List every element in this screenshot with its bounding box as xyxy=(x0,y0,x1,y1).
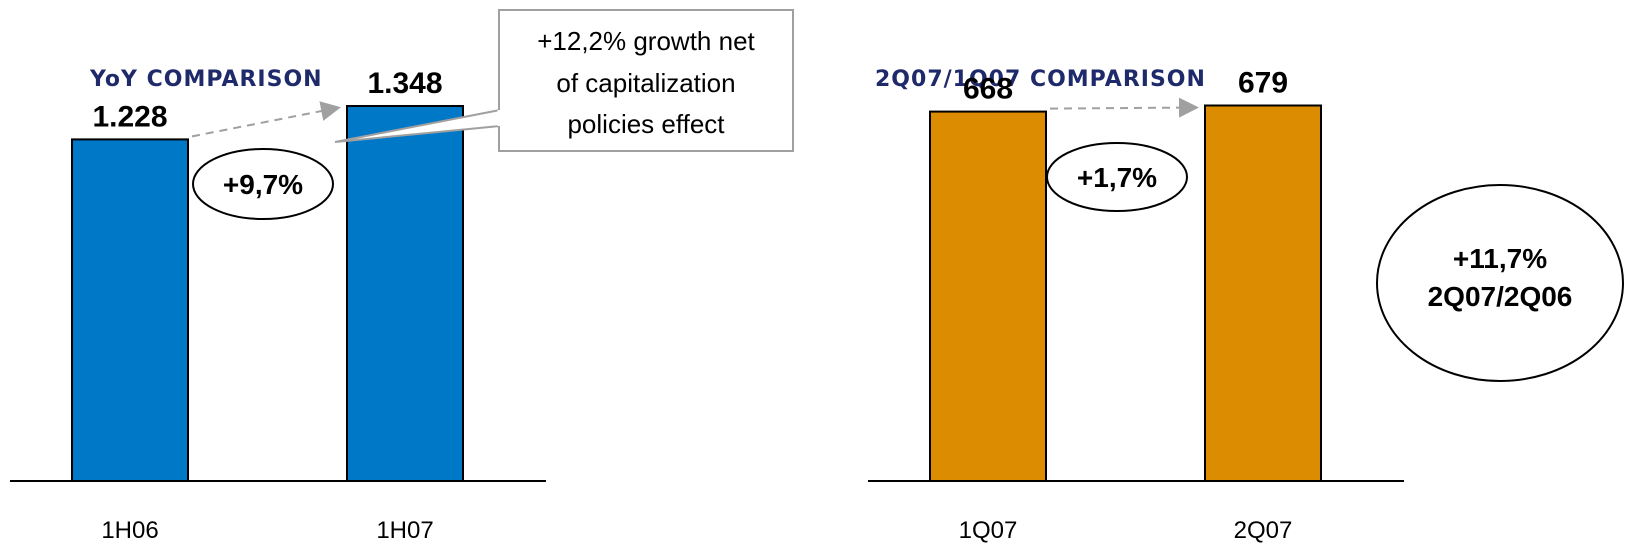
qoq-chart: 2Q07/1Q07 COMPARISON 668 679 1Q07 2Q07 +… xyxy=(868,67,1624,544)
callout-line-2: of capitalization xyxy=(556,68,735,98)
qoq-chart-title: 2Q07/1Q07 COMPARISON xyxy=(875,67,1206,92)
yoy-quarter-ellipse xyxy=(1376,184,1624,382)
yoy-quarter-growth-label: +11,7% xyxy=(1453,243,1547,274)
yoy-bar-1h06 xyxy=(71,138,189,482)
yoy-value-label-1h06: 1.228 xyxy=(92,100,167,133)
yoy-category-1h06: 1H06 xyxy=(101,517,158,544)
qoq-growth-ellipse xyxy=(1046,142,1188,212)
yoy-growth-ellipse xyxy=(192,148,334,220)
yoy-bar-1h07 xyxy=(346,105,464,483)
callout-line-1: +12,2% growth net xyxy=(537,26,755,56)
qoq-growth-arrow xyxy=(1049,97,1199,118)
qoq-category-1q07: 1Q07 xyxy=(959,517,1018,544)
qoq-bar-1q07 xyxy=(929,110,1047,482)
yoy-growth-arrow xyxy=(191,101,341,138)
qoq-growth-label: +1,7% xyxy=(1077,162,1157,193)
yoy-value-label-1h07: 1.348 xyxy=(367,67,442,100)
capitalization-callout: +12,2% growth net of capitalization poli… xyxy=(334,9,794,152)
qoq-bar-2q07 xyxy=(1204,104,1322,482)
yoy-quarter-period-label: 2Q07/2Q06 xyxy=(1428,281,1573,312)
yoy-category-1h07: 1H07 xyxy=(376,517,433,544)
yoy-growth-label: +9,7% xyxy=(223,169,303,200)
qoq-category-2q07: 2Q07 xyxy=(1234,517,1293,544)
qoq-value-label-2q07: 679 xyxy=(1238,67,1288,100)
callout-line-3: policies effect xyxy=(567,109,725,139)
yoy-chart: YoY COMPARISON 1.228 1.348 1H06 1H07 +9,… xyxy=(10,9,794,544)
qoq-value-label-1q07: 668 xyxy=(963,73,1013,106)
yoy-chart-title: YoY COMPARISON xyxy=(89,67,323,92)
